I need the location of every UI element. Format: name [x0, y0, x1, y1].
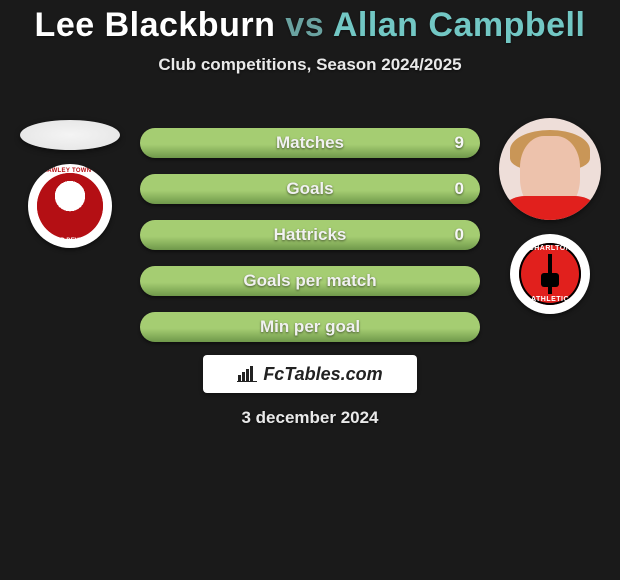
branding-badge: FcTables.com [203, 355, 417, 393]
stat-row: Matches9 [140, 128, 480, 158]
left-column: CRAWLEY TOWN FC RED DEVILS [0, 108, 140, 348]
club-logo-text-bottom: ATHLETIC [519, 296, 581, 303]
club-logo-inner: CHARLTON ATHLETIC [519, 243, 581, 305]
subtitle: Club competitions, Season 2024/2025 [0, 55, 620, 75]
player2-name: Allan Campbell [333, 6, 586, 44]
player1-avatar [20, 120, 120, 150]
bar-chart-icon [237, 366, 257, 382]
stat-bar-bg [140, 220, 480, 250]
stat-bar-bg [140, 174, 480, 204]
player1-club-logo: CRAWLEY TOWN FC RED DEVILS [28, 164, 112, 248]
club-logo-hand-icon [541, 273, 559, 287]
player2-club-logo: CHARLTON ATHLETIC [510, 234, 590, 314]
club-logo-text-top: CHARLTON [519, 245, 581, 252]
stat-bar-bg [140, 266, 480, 296]
branding-text: FcTables.com [263, 364, 382, 385]
club-logo-inner [37, 173, 103, 239]
stat-row: Goals per match [140, 266, 480, 296]
comparison-arena: CRAWLEY TOWN FC RED DEVILS Matches9 Goals… [0, 108, 620, 348]
title-row: Lee Blackburn vs Allan Campbell [0, 0, 620, 45]
vs-text: vs [285, 6, 324, 44]
player1-name: Lee Blackburn [35, 6, 276, 44]
stat-row: Goals0 [140, 174, 480, 204]
stat-bar-bg [140, 128, 480, 158]
stat-bars: Matches9 Goals0 Hattricks0 Goals per match M… [140, 128, 480, 358]
stat-row: Hattricks0 [140, 220, 480, 250]
stat-bar-bg [140, 312, 480, 342]
avatar-shoulders [499, 196, 601, 220]
club-logo-text-bottom: RED DEVILS [28, 238, 112, 244]
date-stamp: 3 december 2024 [0, 408, 620, 428]
stat-row: Min per goal [140, 312, 480, 342]
right-column: CHARLTON ATHLETIC [480, 108, 620, 348]
comparison-card: Lee Blackburn vs Allan Campbell Club com… [0, 0, 620, 580]
player2-avatar [499, 118, 601, 220]
